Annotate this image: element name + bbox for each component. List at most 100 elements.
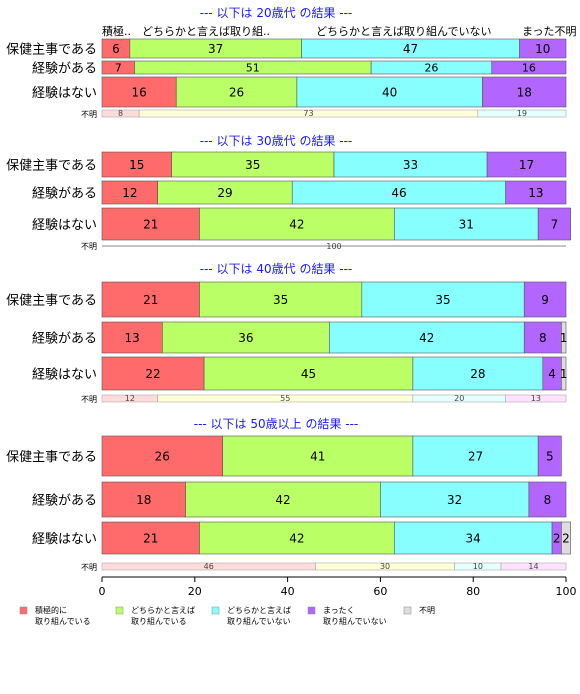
bar-value-label: 36 bbox=[238, 331, 253, 345]
bar-value-label: 10 bbox=[535, 42, 550, 56]
bar-segment bbox=[101, 281, 200, 318]
bar-value-label: 34 bbox=[466, 532, 481, 546]
bar-value-label: 5 bbox=[546, 450, 554, 464]
bar-segment bbox=[203, 356, 414, 391]
bar-segment bbox=[101, 151, 172, 178]
bar-segment bbox=[101, 435, 223, 477]
legend-label: 積極的に bbox=[35, 605, 67, 615]
row-label: 経験はない bbox=[32, 86, 97, 101]
unknown-value-label: 55 bbox=[280, 394, 290, 403]
bar-value-label: 7 bbox=[115, 62, 122, 75]
bar-segment bbox=[561, 521, 571, 555]
column-header: どちらかと言えば取り組んでいない bbox=[316, 25, 491, 38]
bar-value-label: 26 bbox=[424, 62, 438, 75]
bar-segment bbox=[537, 435, 562, 477]
bar-segment bbox=[222, 435, 414, 477]
bar-value-label: 8 bbox=[539, 331, 547, 345]
bar-value-label: 46 bbox=[391, 186, 406, 200]
legend-label: 取り組んでいる bbox=[35, 616, 91, 626]
bar-value-label: 18 bbox=[136, 493, 151, 507]
unknown-value-label: 14 bbox=[528, 562, 538, 571]
bar-value-label: 32 bbox=[447, 493, 462, 507]
bar-segment bbox=[491, 60, 567, 75]
legend-label: どちらかと言えば bbox=[227, 605, 291, 615]
panel-title: --- 以下は 50歳以上 の結果 --- bbox=[194, 417, 359, 431]
unknown-row-label: 不明 bbox=[81, 563, 97, 572]
unknown-value-label: 12 bbox=[125, 394, 135, 403]
row-label: 経験がある bbox=[32, 332, 97, 347]
row-label: 保健主事である bbox=[6, 43, 97, 58]
legend-swatch bbox=[115, 606, 124, 615]
bar-segment bbox=[199, 281, 363, 318]
bar-value-label: 21 bbox=[143, 532, 158, 546]
bar-value-label: 35 bbox=[435, 293, 450, 307]
x-tick-label: 0 bbox=[99, 585, 106, 598]
bar-segment bbox=[523, 321, 562, 354]
legend-swatch bbox=[211, 606, 220, 615]
unknown-row-label: 不明 bbox=[81, 110, 97, 119]
bar-segment bbox=[537, 207, 571, 241]
panel-title: --- 以下は 20歳代 の結果 --- bbox=[200, 6, 353, 20]
bar-segment bbox=[505, 180, 567, 205]
legend-label: 不明 bbox=[419, 606, 435, 615]
bar-segment bbox=[333, 151, 488, 178]
column-header: 積極.. bbox=[102, 24, 131, 38]
bar-value-label: 51 bbox=[246, 62, 260, 75]
bar-value-label: 26 bbox=[155, 450, 170, 464]
legend-swatch bbox=[307, 606, 316, 615]
bar-segment bbox=[296, 76, 483, 108]
column-header: まった不明 bbox=[522, 25, 577, 38]
bar-segment bbox=[185, 481, 381, 518]
bar-segment bbox=[528, 481, 567, 518]
bar-value-label: 2 bbox=[562, 532, 570, 546]
bar-segment bbox=[101, 321, 163, 354]
bar-segment bbox=[482, 76, 567, 108]
x-tick-label: 80 bbox=[466, 585, 480, 598]
legend-label: 取り組んでいない bbox=[323, 616, 387, 626]
unknown-value-label: 13 bbox=[531, 394, 541, 403]
bar-segment bbox=[101, 76, 177, 108]
bar-value-label: 2 bbox=[553, 532, 561, 546]
unknown-value-label: 73 bbox=[303, 109, 313, 118]
bar-value-label: 12 bbox=[122, 186, 137, 200]
bar-value-label: 42 bbox=[289, 218, 304, 232]
bar-value-label: 40 bbox=[382, 86, 397, 100]
bar-value-label: 35 bbox=[273, 293, 288, 307]
bar-segment bbox=[361, 281, 525, 318]
unknown-value-label: 20 bbox=[454, 394, 464, 403]
unknown-segment bbox=[505, 394, 567, 403]
bar-value-label: 42 bbox=[289, 532, 304, 546]
bar-segment bbox=[175, 76, 298, 108]
bar-segment bbox=[412, 356, 544, 391]
bar-value-label: 29 bbox=[217, 186, 232, 200]
bar-segment bbox=[523, 281, 567, 318]
row-label: 経験がある bbox=[32, 62, 97, 77]
bar-segment bbox=[171, 151, 335, 178]
bar-value-label: 17 bbox=[519, 158, 534, 172]
bar-value-label: 21 bbox=[143, 218, 158, 232]
panel-title: --- 以下は 30歳代 の結果 --- bbox=[200, 134, 353, 148]
bar-value-label: 37 bbox=[208, 42, 223, 56]
bar-segment bbox=[561, 356, 567, 391]
bar-value-label: 42 bbox=[275, 493, 290, 507]
bar-value-label: 28 bbox=[470, 367, 485, 381]
bar-value-label: 15 bbox=[129, 158, 144, 172]
legend-label: どちらかと言えば bbox=[131, 605, 195, 615]
bar-value-label: 9 bbox=[541, 293, 549, 307]
bar-value-label: 1 bbox=[560, 367, 568, 381]
bar-value-label: 6 bbox=[112, 42, 120, 56]
bar-value-label: 7 bbox=[551, 218, 559, 232]
bar-value-label: 1 bbox=[560, 331, 568, 345]
unknown-row-label: 不明 bbox=[81, 242, 97, 251]
bar-value-label: 35 bbox=[245, 158, 260, 172]
bar-value-label: 41 bbox=[310, 450, 325, 464]
legend-swatch bbox=[403, 606, 412, 615]
row-label: 保健主事である bbox=[6, 450, 97, 465]
row-label: 経験はない bbox=[32, 368, 97, 383]
bar-value-label: 33 bbox=[403, 158, 418, 172]
bar-value-label: 45 bbox=[301, 367, 316, 381]
bar-value-label: 21 bbox=[143, 293, 158, 307]
unknown-segment bbox=[477, 109, 567, 118]
bar-value-label: 27 bbox=[468, 450, 483, 464]
